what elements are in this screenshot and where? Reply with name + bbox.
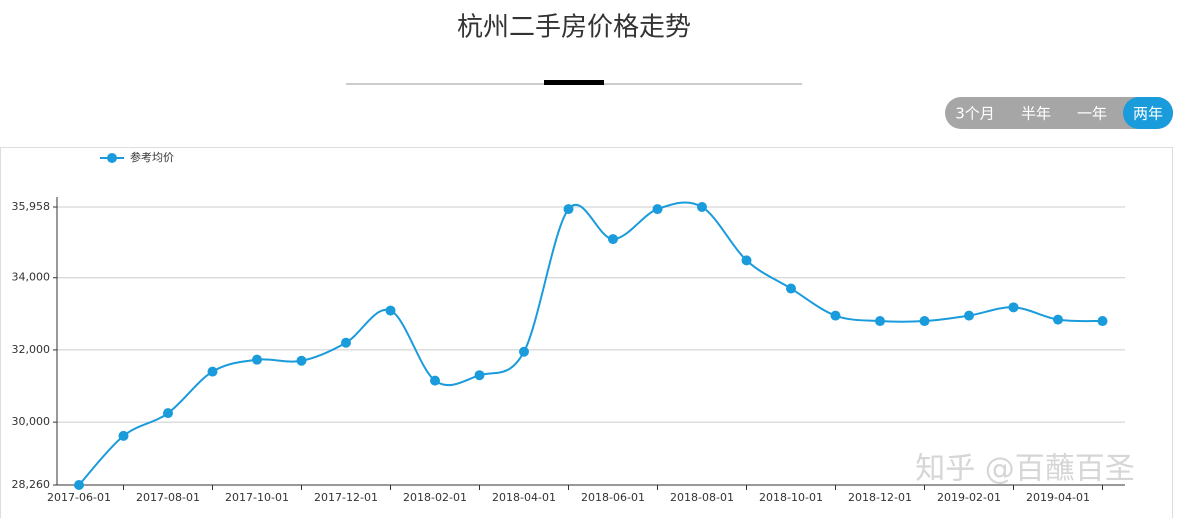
point <box>608 234 618 245</box>
tab[interactable]: 一年 <box>1077 105 1107 123</box>
tab[interactable]: 3个月 <box>955 105 995 123</box>
point <box>563 204 574 215</box>
point <box>385 305 396 316</box>
tab[interactable]: 两年 <box>1133 105 1163 123</box>
point <box>74 480 84 490</box>
watermark: 知乎 @百蘸百圣 <box>915 452 1135 487</box>
point <box>964 310 974 321</box>
point <box>474 370 485 381</box>
x-tick-label: 2018-04-01 <box>492 491 556 504</box>
point <box>786 283 796 294</box>
x-tick-label: 2019-02-01 <box>937 491 1001 504</box>
tab[interactable]: 半年 <box>1021 105 1051 123</box>
point <box>652 204 663 215</box>
y-tick-label: 32,000 <box>12 343 51 356</box>
x-tick-label: 2018-10-01 <box>759 491 823 504</box>
chart-frame <box>0 147 1173 522</box>
x-tick-label: 2017-12-01 <box>314 491 378 504</box>
y-tick-label: 28,260 <box>12 478 51 491</box>
series-line <box>78 201 1103 486</box>
y-tick-label: 30,000 <box>12 415 51 428</box>
x-tick-label: 2017-08-01 <box>136 491 200 504</box>
tab-active-bg <box>1123 97 1173 129</box>
point <box>341 337 351 348</box>
page-title: 杭州二手房价格走势 <box>457 13 691 43</box>
tab-group <box>945 97 1173 129</box>
point <box>430 375 440 386</box>
point <box>207 366 218 377</box>
point <box>252 354 262 365</box>
y-tick-label: 35,958 <box>12 200 51 213</box>
point <box>741 255 752 266</box>
point <box>519 346 529 357</box>
legend-marker <box>107 153 117 163</box>
point <box>118 430 129 441</box>
divider-accent <box>544 80 604 85</box>
y-tick-label: 34,000 <box>12 271 51 284</box>
point <box>1053 314 1063 325</box>
point <box>830 310 841 321</box>
x-tick-label: 2017-06-01 <box>47 491 111 504</box>
point <box>296 355 307 366</box>
x-tick-label: 2017-10-01 <box>225 491 289 504</box>
point <box>875 316 885 327</box>
legend-label: 参考均价 <box>130 150 174 164</box>
x-tick-label: 2019-04-01 <box>1026 491 1090 504</box>
x-tick-label: 2018-06-01 <box>581 491 645 504</box>
point <box>163 408 173 419</box>
x-tick-label: 2018-08-01 <box>670 491 734 504</box>
point <box>1008 302 1019 313</box>
point <box>697 202 707 212</box>
point <box>1097 316 1108 327</box>
x-tick-label: 2018-12-01 <box>848 491 912 504</box>
point <box>919 316 930 327</box>
x-tick-label: 2018-02-01 <box>403 491 467 504</box>
